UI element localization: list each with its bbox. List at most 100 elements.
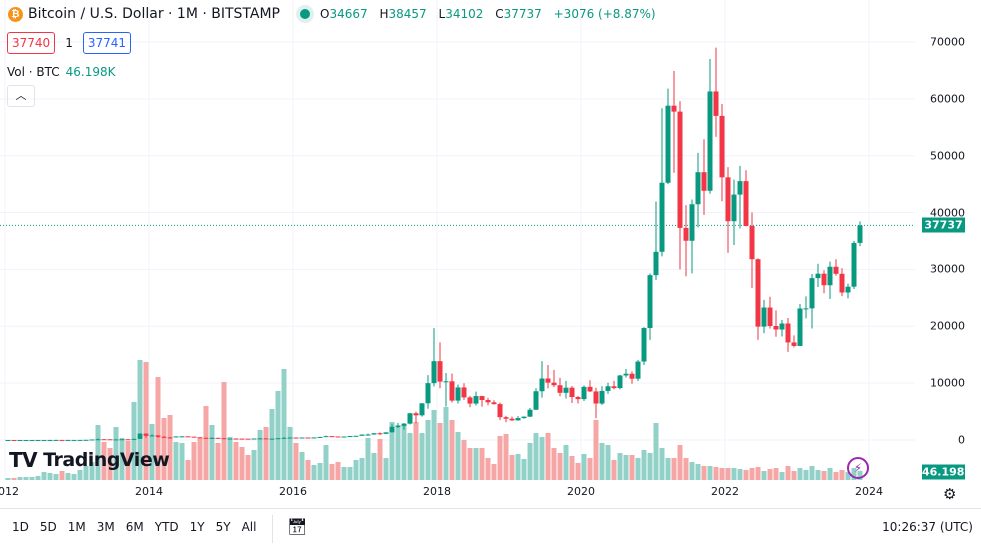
candle-body (365, 434, 371, 436)
price-axis-label: 20000 (930, 319, 965, 333)
volume-bar (497, 436, 503, 480)
volume-bar (143, 362, 149, 480)
bitcoin-icon: ₿ (8, 6, 23, 22)
symbol-title[interactable]: Bitcoin / U.S. Dollar · 1M · BITSTAMP (28, 6, 280, 22)
candle-body (455, 387, 461, 401)
symbol-legend: ₿ Bitcoin / U.S. Dollar · 1M · BITSTAMP … (8, 6, 660, 22)
candle-body (779, 323, 785, 330)
candle-body (791, 342, 797, 346)
volume-bar (647, 453, 653, 480)
range-button-3m[interactable]: 3M (96, 520, 115, 534)
candle-body (5, 439, 11, 441)
range-button-5d[interactable]: 5D (39, 520, 57, 534)
candle-body (761, 307, 767, 327)
volume-bar (515, 454, 521, 480)
volume-bar (551, 448, 557, 480)
candle-body (839, 273, 845, 293)
volume-bar (335, 462, 341, 480)
volume-bar (503, 434, 509, 480)
volume-bar (395, 425, 401, 480)
candle-body (47, 439, 53, 441)
volume-bar (53, 474, 59, 480)
price-chart[interactable] (0, 0, 981, 508)
buy-button[interactable]: 37741 (82, 32, 132, 54)
candle-body (323, 436, 329, 438)
candle-body (629, 373, 635, 379)
volume-bar (275, 391, 281, 480)
settings-gear-icon[interactable]: ⚙ (943, 485, 957, 503)
candle-body (803, 308, 809, 310)
candle-body (677, 111, 683, 228)
candle-body (329, 436, 335, 438)
candle-body (551, 382, 557, 386)
range-button-5y[interactable]: 5Y (215, 520, 231, 534)
candle-body (857, 225, 863, 243)
range-button-1m[interactable]: 1M (67, 520, 86, 534)
volume-bar (641, 450, 647, 480)
candle-body (233, 438, 239, 440)
candle-body (281, 437, 287, 439)
volume-bar (353, 460, 359, 480)
tradingview-logo[interactable]: 𝗧𝗩 TradingView (9, 448, 170, 472)
candle-body (221, 438, 227, 440)
candle-body (671, 105, 677, 112)
open-value: 34667 (329, 7, 368, 21)
candle-body (437, 361, 443, 382)
volume-bar (365, 438, 371, 480)
clock[interactable]: 10:26:37 (UTC) (882, 520, 973, 534)
candle-body (293, 437, 299, 439)
candle-body (851, 242, 857, 287)
ohlc-values: O34667 H38457 L34102 C37737 +3076 (+8.87… (320, 7, 660, 21)
candle-body (59, 439, 65, 441)
candle-body (743, 181, 749, 226)
candle-body (821, 273, 827, 286)
candle-body (65, 439, 71, 441)
collapse-legend-button[interactable]: ︿ (7, 85, 35, 107)
market-status-icon[interactable] (300, 9, 310, 19)
candle-body (689, 204, 695, 241)
candle-body (395, 425, 401, 427)
candle-body (335, 436, 341, 438)
volume-bar (821, 471, 827, 480)
range-button-1d[interactable]: 1D (12, 520, 29, 534)
volume-bar (101, 442, 107, 480)
volume-bar (617, 453, 623, 480)
range-button-all[interactable]: All (241, 520, 257, 534)
sell-button[interactable]: 37740 (7, 32, 56, 54)
volume-legend[interactable]: Vol · BTC 46.198K (7, 65, 116, 79)
lightning-icon[interactable]: ⚡ (847, 457, 869, 479)
candle-body (737, 181, 743, 195)
candle-body (575, 397, 581, 400)
volume-bar (29, 477, 35, 480)
range-button-ytd[interactable]: YTD (154, 520, 179, 534)
volume-bar (653, 423, 659, 480)
volume-bar (431, 410, 437, 480)
candle-body (407, 413, 413, 424)
candle-body (239, 438, 245, 440)
volume-bar (383, 458, 389, 480)
volume-bar (845, 472, 851, 480)
time-axis-label: 2022 (711, 485, 739, 498)
candle-body (11, 439, 17, 441)
candle-body (17, 439, 23, 441)
volume-bar (419, 433, 425, 480)
candle-body (41, 439, 47, 441)
volume-bar (707, 466, 713, 480)
volume-bar (761, 471, 767, 480)
volume-bar (173, 442, 179, 480)
candle-body (287, 437, 293, 439)
candle-body (173, 436, 179, 438)
candle-body (473, 396, 479, 404)
volume-bar (11, 478, 17, 480)
volume-bar (611, 460, 617, 480)
go-to-date-calendar-icon[interactable]: 📅︎ (287, 517, 308, 536)
candle-body (317, 436, 323, 438)
range-button-1y[interactable]: 1Y (189, 520, 205, 534)
candle-body (719, 115, 725, 178)
volume-bar (47, 473, 53, 480)
candle-body (359, 434, 365, 436)
volume-bar (155, 377, 161, 480)
candle-body (71, 439, 77, 441)
volume-bar (317, 463, 323, 480)
range-button-6m[interactable]: 6M (125, 520, 144, 534)
